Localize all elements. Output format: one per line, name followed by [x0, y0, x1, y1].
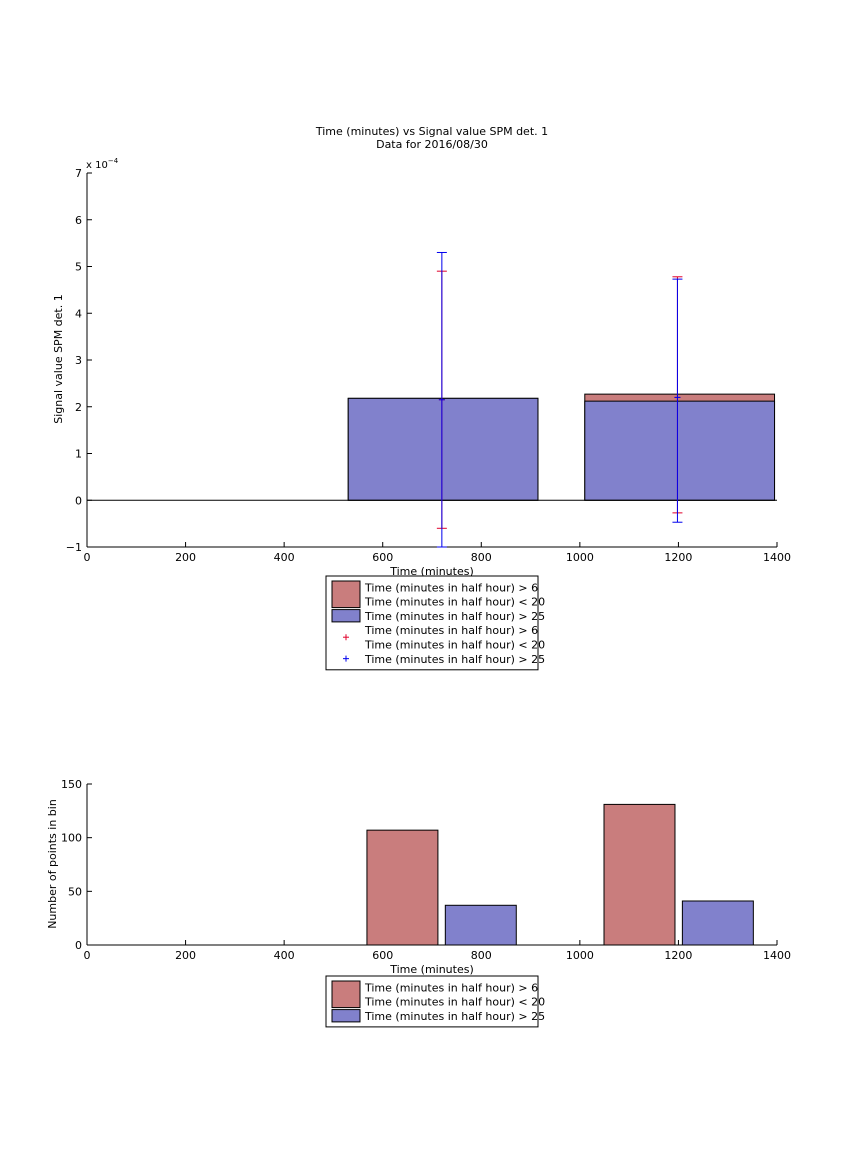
x-axis-label: Time (minutes) [389, 565, 474, 578]
legend-entry-label: Time (minutes in half hour) < 20 [364, 996, 545, 1009]
legend-entry-label: Time (minutes in half hour) > 25 [364, 653, 545, 666]
y-tick-label: −1 [66, 541, 82, 554]
legend-entry-label: Time (minutes in half hour) > 25 [364, 1010, 545, 1023]
x-tick-label: 1000 [566, 551, 594, 564]
legend-swatch [331, 609, 361, 623]
x-tick-label: 800 [471, 949, 492, 962]
legend-entry-label: Time (minutes in half hour) > 6 [364, 981, 538, 994]
bar-series2 [347, 397, 539, 501]
count-plot-area: 0 200 400 600 800 1000 1200 1400 0 50 100 150 [61, 778, 791, 962]
legend-entry-label: Time (minutes in half hour) > 6 [364, 581, 538, 594]
count-bar [444, 904, 517, 946]
count-bar [366, 829, 439, 946]
count-bar [681, 900, 754, 946]
signal-chart: Time (minutes) vs Signal value SPM det. … [52, 125, 791, 671]
chart-title: Time (minutes) vs Signal value SPM det. … [315, 125, 548, 138]
bar-series2 [584, 400, 776, 501]
x-tick-label: 800 [471, 551, 492, 564]
y-tick-label: 3 [75, 354, 82, 367]
x-tick-label: 1400 [763, 949, 791, 962]
y-tick-label: 50 [68, 885, 82, 898]
y-tick-label: 4 [75, 307, 82, 320]
x-tick-label: 0 [84, 949, 91, 962]
y-tick-label: 1 [75, 448, 82, 461]
y-axis-label: Signal value SPM det. 1 [52, 294, 65, 424]
y-tick-label: 150 [61, 778, 82, 791]
x-tick-label: 200 [175, 551, 196, 564]
y-tick-label: 6 [75, 214, 82, 227]
legend-swatch [331, 1009, 361, 1023]
count-chart: 0 200 400 600 800 1000 1200 1400 0 50 100 150 Time … [46, 778, 791, 1028]
legend-box [325, 575, 539, 671]
y-tick-label: 100 [61, 832, 82, 845]
y-axis-label: Number of points in bin [46, 799, 59, 929]
x-tick-label: 400 [274, 551, 295, 564]
x-tick-label: 1200 [664, 551, 692, 564]
legend-swatch [331, 580, 361, 609]
y-tick-label: 0 [75, 939, 82, 952]
y-multiplier-base: x 10 [86, 160, 108, 171]
x-tick-label: 200 [175, 949, 196, 962]
chart-subtitle: Data for 2016/08/30 [376, 138, 488, 151]
legend-entry-label: Time (minutes in half hour) < 20 [364, 639, 545, 652]
x-tick-label: 1400 [763, 551, 791, 564]
x-tick-label: 1000 [566, 949, 594, 962]
y-multiplier-exponent: −4 [108, 157, 119, 165]
x-axis-label: Time (minutes) [389, 963, 474, 976]
x-tick-label: 1200 [664, 949, 692, 962]
legend-entry-label: Time (minutes in half hour) > 6 [364, 624, 538, 637]
count-bar [603, 803, 676, 946]
legend-box [325, 975, 539, 1028]
x-tick-label: 0 [84, 551, 91, 564]
legend-entry-label: Time (minutes in half hour) > 25 [364, 610, 545, 623]
legend-entry-label: Time (minutes in half hour) < 20 [364, 596, 545, 609]
y-tick-label: 2 [75, 401, 82, 414]
x-tick-label: 600 [372, 551, 393, 564]
y-tick-label: 7 [75, 167, 82, 180]
y-tick-label: 0 [75, 494, 82, 507]
x-tick-label: 600 [372, 949, 393, 962]
legend-swatch [331, 980, 361, 1009]
x-tick-label: 400 [274, 949, 295, 962]
y-tick-label: 5 [75, 261, 82, 274]
count-legend: Time (minutes in half hour) > 6 Time (min… [325, 975, 545, 1028]
y-multiplier-label: x 10−4 [86, 157, 119, 171]
